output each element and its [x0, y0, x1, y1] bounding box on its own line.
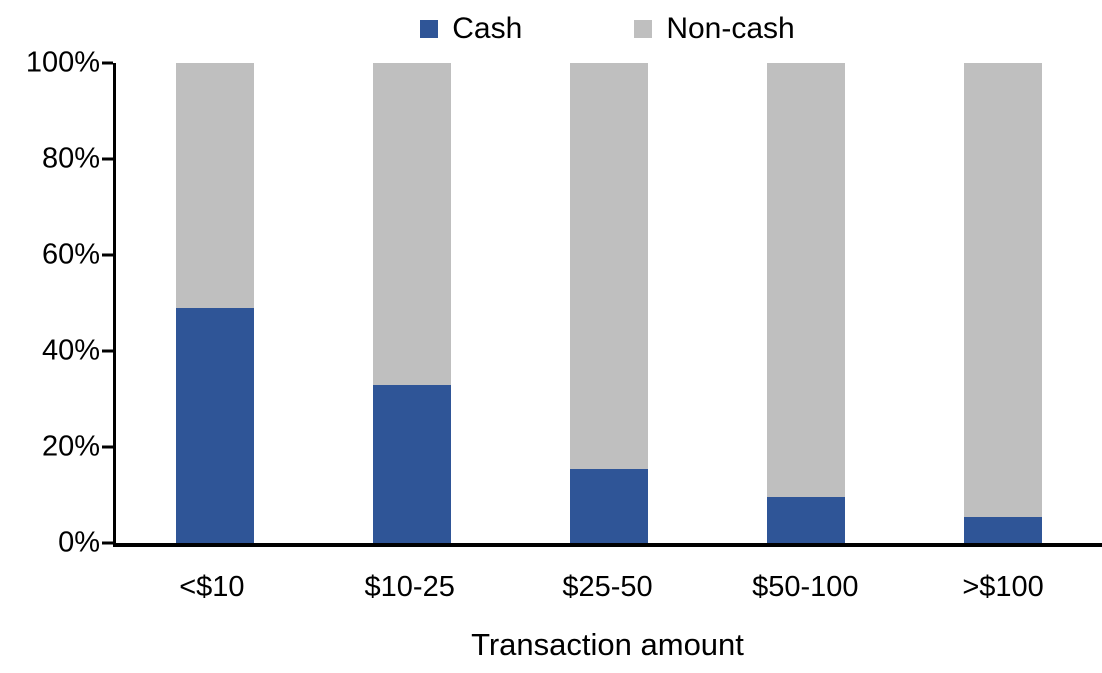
- legend-label: Non-cash: [666, 12, 795, 45]
- x-category-label: >$100: [962, 571, 1044, 603]
- bar-segment-cash: [964, 516, 1043, 543]
- stacked-bar--10-25: [372, 63, 451, 543]
- y-tick-label: 100%: [25, 46, 100, 79]
- bar-slot: [905, 63, 1102, 543]
- bar-slot: [116, 63, 313, 543]
- legend-swatch-icon: [634, 20, 653, 38]
- stacked-bar--100: [964, 63, 1043, 543]
- y-axis-labels: 0% 20% 40% 60% 80% 100%: [0, 48, 100, 557]
- stacked-bar--50-100: [767, 63, 846, 543]
- y-tick-mark: [102, 61, 113, 65]
- y-tick-label: 0%: [58, 526, 100, 559]
- stacked-bar--25-50: [570, 63, 648, 543]
- y-tick-label: 60%: [41, 238, 100, 271]
- bar-slot: [510, 63, 707, 543]
- stacked-bar--10: [175, 63, 254, 543]
- y-tick-mark: [102, 541, 113, 545]
- legend-label: Cash: [452, 12, 523, 45]
- bar-segment-non-cash: [964, 63, 1043, 517]
- legend-item-non-cash: Non-cash: [634, 12, 795, 45]
- bar-segment-non-cash: [767, 63, 846, 498]
- bar-slot: [313, 63, 510, 543]
- y-tick-mark: [102, 445, 113, 449]
- x-category-label: $25-50: [562, 571, 653, 603]
- bars-row: [116, 63, 1102, 543]
- x-axis-category-labels: <$10 $10-25 $25-50 $50-100 >$100: [113, 570, 1102, 605]
- y-axis-line: [113, 63, 116, 547]
- x-category-label: <$10: [179, 571, 245, 603]
- y-tick-label: 40%: [41, 334, 100, 367]
- legend-item-cash: Cash: [420, 14, 522, 44]
- x-axis-line: [113, 543, 1102, 547]
- bar-segment-cash: [570, 468, 648, 543]
- y-tick-label: 20%: [41, 430, 100, 463]
- legend-swatch-icon: [420, 20, 439, 38]
- bar-segment-non-cash: [372, 63, 451, 385]
- bar-slot: [708, 63, 905, 543]
- bar-segment-cash: [767, 497, 846, 543]
- y-tick-mark: [102, 349, 113, 353]
- y-tick-label: 80%: [41, 142, 100, 175]
- bar-segment-non-cash: [175, 63, 254, 308]
- chart-legend: Cash Non-cash: [113, 6, 1102, 52]
- bar-segment-non-cash: [570, 63, 648, 469]
- bar-segment-cash: [175, 307, 254, 543]
- x-category-label: $50-100: [752, 571, 859, 603]
- bar-segment-cash: [372, 384, 451, 543]
- y-tick-mark: [102, 157, 113, 161]
- x-axis-title: Transaction amount: [471, 627, 744, 662]
- y-tick-mark: [102, 253, 113, 257]
- x-category-label: $10-25: [364, 571, 455, 603]
- plot-area: [102, 61, 1102, 547]
